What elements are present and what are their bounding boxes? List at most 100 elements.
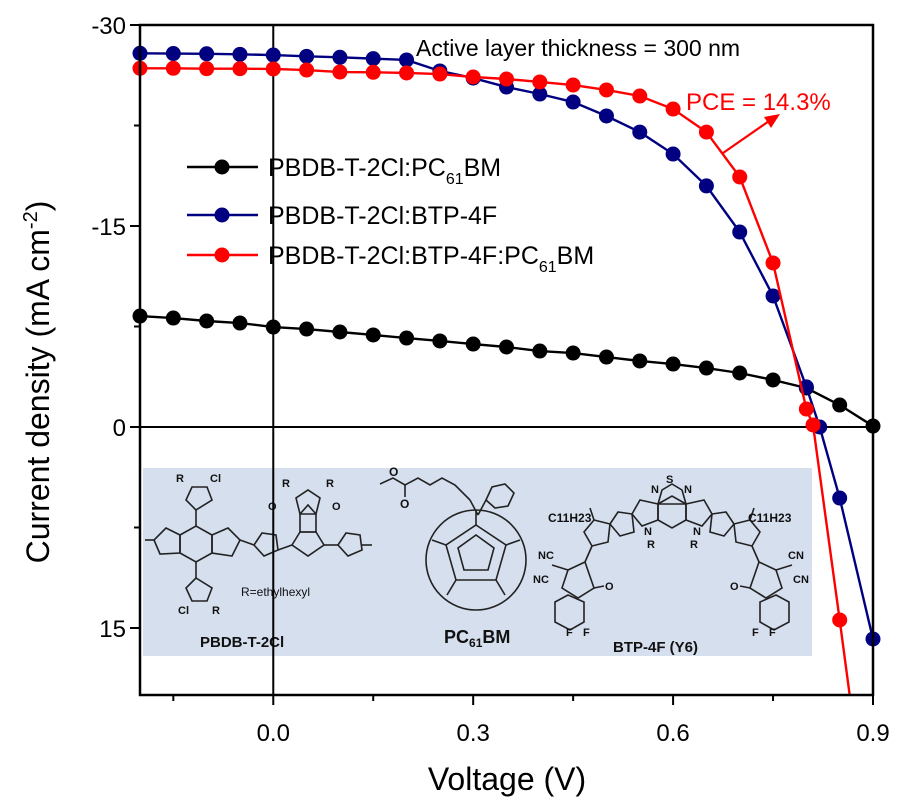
molecule-inset-panel [143,468,812,656]
data-point [465,336,481,352]
molecule-name-pc61bm: PC61BM [444,627,510,650]
x-tick-label: 0.0 [257,720,290,747]
legend-label: PBDB-T-2Cl:PC61BM [268,154,501,188]
atom-label: N [693,526,701,538]
atom-label: F [752,627,759,639]
atom-label: NC [538,550,554,562]
atom-label: CN [788,550,804,562]
y-tick-label: 0 [113,415,126,442]
x-tick-label: 0.6 [656,720,689,747]
data-point [532,86,548,102]
data-point [598,108,614,124]
x-tick-label: 0.3 [456,720,489,747]
data-point [165,60,181,76]
data-point [399,65,415,81]
atom-label: R [690,539,698,551]
data-point [765,255,781,271]
data-point [332,64,348,80]
data-point [805,417,821,433]
data-point [232,46,248,62]
atom-label: O [730,581,739,593]
data-point [432,66,448,82]
data-point [499,71,514,87]
y-tick-label: -30 [91,13,126,40]
atom-label: R [647,539,655,551]
legend: PBDB-T-2Cl:PC61BM PBDB-T-2Cl:BTP-4F PBDB-T… [187,154,594,276]
data-point [265,47,281,63]
data-point [332,324,348,340]
data-point [632,88,648,104]
data-point [598,349,614,365]
atom-label: CN [793,574,809,586]
atom-label: Cl [178,605,189,617]
y-tick-label: -15 [91,214,126,241]
series-1 [132,308,881,434]
atom-label: S [666,474,673,486]
x-tick-label: 0.9 [856,720,889,747]
data-point [565,94,581,110]
plot-border [138,23,875,697]
data-point [732,224,748,240]
data-point [299,62,315,78]
series-layer [132,45,881,696]
data-point [832,612,848,628]
data-point [399,52,415,68]
data-point [698,178,714,194]
legend-entry: PBDB-T-2Cl:BTP-4F [187,202,497,230]
atom-label: N [644,526,652,538]
legend-entry: PBDB-T-2Cl:BTP-4F:PC61BM [187,242,594,276]
legend-marker [214,247,230,263]
atom-label: O [332,501,341,513]
data-point [332,49,348,65]
data-point [698,360,714,376]
data-point [665,146,681,162]
data-point [465,69,481,85]
atom-label: R [282,478,290,490]
atom-label: F [769,627,776,639]
data-point [665,101,681,117]
data-point [199,61,215,77]
data-point [832,490,848,506]
data-point [532,74,548,90]
legend-marker [214,159,230,175]
plot-frame [138,23,875,697]
data-point [265,319,281,335]
data-point [565,77,581,93]
data-point [765,288,781,304]
data-point [165,310,181,326]
atom-label: O [605,581,614,593]
data-point [698,124,714,140]
series-line [139,314,874,428]
data-point [732,169,748,185]
legend-marker [214,207,230,223]
y-tick-label: 15 [99,616,126,643]
data-point [365,51,381,67]
data-point [232,315,248,331]
data-point [165,46,181,62]
axis-ticks: 0.0 0.3 0.6 0.9 -30 -15 0 15 [91,13,889,747]
pce-arrow [722,114,780,154]
pc61bm-structure: O O PC61BM [379,465,527,650]
data-point [199,313,215,329]
legend-label: PBDB-T-2Cl:BTP-4F [268,202,497,230]
atom-label: R [326,478,334,490]
atom-label: F [566,627,573,639]
data-point [399,330,415,346]
atom-label: R [212,605,220,617]
reference-lines [140,25,873,695]
atom-label: F [583,627,590,639]
data-point [765,372,781,388]
data-point [532,343,548,359]
atom-label: Cl [210,473,221,485]
data-point [565,345,581,361]
pbdb-t-2cl-structure: R Cl Cl R R R O O R=ethylhexyl PBDB-T-2C… [145,473,372,651]
x-axis-title: Voltage (V) [428,761,586,797]
thickness-annotation: Active layer thickness = 300 nm [416,35,740,61]
atom-label: N [684,484,692,496]
pce-annotation: PCE = 14.3% [686,89,831,116]
atom-label: N [651,484,659,496]
y-axis-title: Current density (mA cm-2) [20,201,56,564]
data-point [632,124,648,140]
atom-label: O [389,465,398,479]
